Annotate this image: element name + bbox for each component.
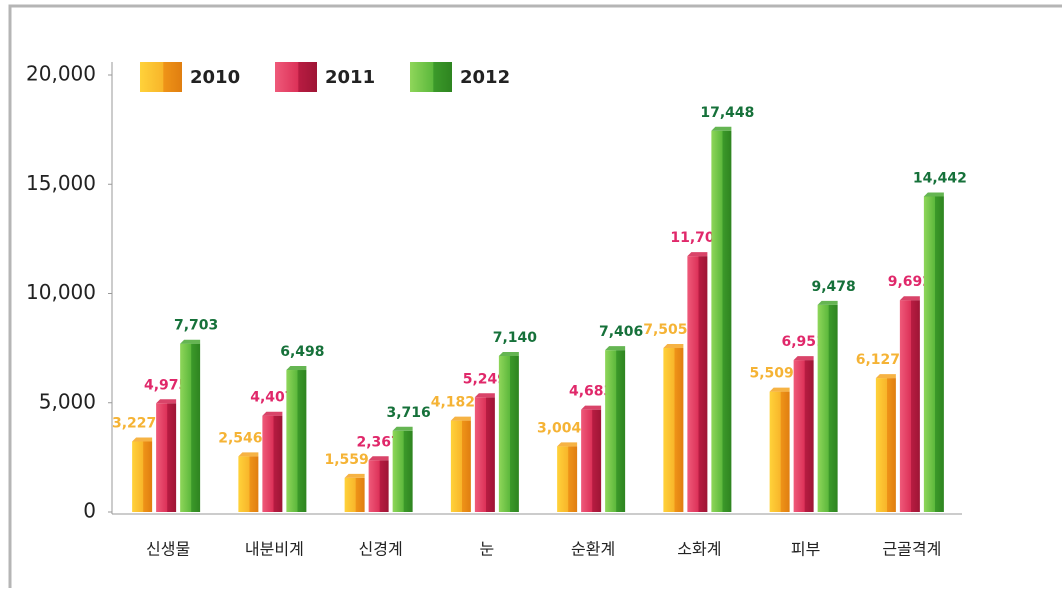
bar-top [474,393,495,398]
legend-swatch [275,62,317,92]
x-tick-label: 눈 [480,540,495,559]
data-label: 5,249 [463,371,507,387]
bar-top [605,346,626,351]
bar-top [687,252,708,257]
data-label: 11,709 [670,230,724,246]
data-label: 6,127 [856,352,900,368]
data-label: 9,692 [888,274,932,290]
data-label: 4,683 [569,384,613,400]
bar-top [156,399,177,404]
bar [344,477,365,512]
legend-label: 2011 [325,67,375,88]
data-label: 7,406 [599,324,643,340]
data-label: 4,182 [431,395,475,411]
legend-swatch [410,62,452,92]
data-label: 1,559 [324,452,368,468]
data-label: 4,975 [144,377,188,393]
bar [793,360,814,512]
bar [769,391,790,512]
y-tick-label: 15,000 [26,171,96,195]
bar-top [663,344,684,349]
data-label: 3,716 [386,405,430,421]
data-label: 17,448 [700,105,754,121]
x-tick-label: 순환계 [571,540,615,559]
bar [875,378,896,512]
data-label: 2,546 [218,430,262,446]
x-tick-label: 피부 [791,540,820,559]
legend-label: 2012 [460,67,510,88]
data-label: 7,140 [493,330,538,346]
x-tick-label: 신경계 [359,540,403,559]
bar [663,348,684,512]
y-tick-label: 10,000 [26,280,96,304]
bar [817,304,838,512]
bar-top [286,366,307,371]
data-label: 5,509 [749,366,793,382]
bar [687,256,708,512]
bar [450,420,471,512]
bar [262,415,283,512]
bar [156,403,177,512]
bar-top [180,339,201,344]
bar-top [581,405,602,410]
data-label: 6,498 [280,344,324,360]
bar-top [557,442,578,447]
x-tick-label: 소화계 [677,540,721,559]
y-tick-label: 0 [83,499,96,523]
data-label: 14,442 [913,170,967,186]
data-label: 6,951 [781,334,825,350]
data-label: 3,227 [112,415,156,431]
bar [238,456,259,512]
bar [899,300,920,512]
y-tick-label: 5,000 [39,389,96,413]
bar-top [392,426,413,431]
bar-top [711,126,732,131]
bar-top [262,411,283,416]
bar [557,446,578,512]
bar-top [344,473,365,478]
bar [474,397,495,512]
data-label: 4,407 [250,390,294,406]
bar [498,355,519,512]
data-label: 7,505 [643,322,687,338]
bar [180,343,201,512]
bar-top [132,437,153,442]
bar [581,409,602,512]
bar [923,196,944,512]
bar-top [923,192,944,197]
bar-top [817,300,838,305]
bar-top [875,374,896,379]
frame [8,4,1062,588]
data-label: 2,367 [356,434,400,450]
bar-top [238,452,259,457]
bar [711,130,732,512]
x-tick-label: 신생물 [146,540,190,559]
bar [286,370,307,512]
bar [132,441,153,512]
data-label: 3,004 [537,420,582,436]
bar-top [793,356,814,361]
x-tick-label: 내분비계 [245,540,304,559]
bar-top [769,387,790,392]
bar [392,430,413,512]
legend-swatch [140,62,182,92]
bar-top [899,296,920,301]
bar-top [498,351,519,356]
bar-top [450,416,471,421]
x-tick-label: 근골격계 [882,540,941,559]
y-tick-label: 20,000 [26,62,96,86]
bar [368,460,389,512]
data-label: 7,703 [174,318,218,334]
legend-label: 2010 [190,67,240,88]
data-label: 9,478 [811,279,855,295]
bar [605,350,626,512]
bar-top [368,456,389,461]
